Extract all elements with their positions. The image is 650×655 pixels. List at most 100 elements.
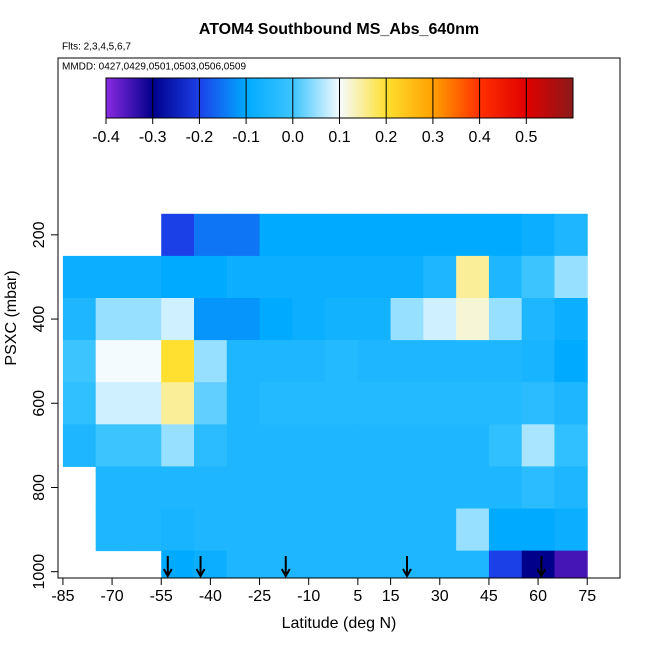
heat-cell [554,382,588,425]
heat-cell [521,508,555,552]
heat-cell [62,298,97,341]
x-tick-label: -10 [297,588,320,605]
y-tick-label: 600 [31,390,48,417]
heat-cell [95,340,129,383]
heat-cell [259,508,293,552]
heat-cell [456,255,490,299]
heat-cell [325,213,359,257]
heat-cell [292,424,326,467]
heat-cell [456,213,490,257]
plot-frame [57,57,621,579]
heat-cell [292,255,326,299]
heat-cell [193,298,228,341]
x-tick-label: -55 [150,588,173,605]
heat-cell [325,424,359,467]
heat-cell [226,382,261,425]
colorbar-segment [106,78,153,118]
heat-cell [521,255,555,299]
heat-cell [128,340,162,383]
heat-cell [390,255,424,299]
x-tick-label: 45 [480,588,498,605]
heat-cell [456,298,490,341]
heat-cell [423,508,457,552]
heat-cell [259,298,293,341]
heat-cell [390,340,424,383]
heat-cell [521,298,555,341]
heat-cell [554,508,588,552]
heat-cell [226,298,261,341]
heat-cell [226,340,261,383]
colorbar-segment [292,78,340,118]
heat-cell [488,424,523,467]
heat-cell [488,382,523,425]
colorbar-tick-label: -0.4 [92,129,120,146]
overlay: -0.4 -0.3 -0.2 -0.1 0.0 0.1 0.2 0.3 0.4 0.5 -85 -70… [31,57,621,605]
heat-cell [226,424,261,467]
chart-title: ATOM4 Southbound MS_Abs_640nm [199,21,479,38]
heat-cell [259,340,293,383]
subtitle: Flts: 2,3,4,5,6,7 [62,42,131,53]
heat-cell [357,213,392,257]
heat-cell [521,213,555,257]
heat-cell [128,466,162,510]
heat-cell [357,508,392,552]
heatmap [62,213,588,578]
heat-cell [357,298,392,341]
heat-cell [226,550,261,578]
heat-cell [325,340,359,383]
flight-arrow [402,556,412,579]
y-tick-label: 800 [31,474,48,501]
heat-cell [521,466,555,510]
heat-cell [456,340,490,383]
colorbar-tick-label: 0.3 [422,129,444,146]
heat-cell [193,424,228,467]
colorbar-segment [386,78,434,118]
heat-cell [226,508,261,552]
heat-cell [292,340,326,383]
heat-cell [357,255,392,299]
heat-cell [488,550,523,578]
heat-cell [259,466,293,510]
heat-cell [390,298,424,341]
heat-cell [390,213,424,257]
x-tick-label: -70 [101,588,124,605]
heat-cell [193,508,228,552]
colorbar-segment [339,78,387,118]
heat-cell [161,382,195,425]
heat-cell [161,255,195,299]
heat-cell [488,340,523,383]
colorbar-tick-label: 0.2 [375,129,397,146]
x-tick-label: -40 [199,588,222,605]
heat-cell [62,340,97,383]
heat-cell [161,424,195,467]
heat-cell [488,466,523,510]
colorbar-tick-label: 0.4 [468,129,490,146]
colorbar-segment [199,78,247,118]
heat-cell [325,382,359,425]
heat-cell [292,382,326,425]
heat-cell [554,255,588,299]
heat-cell [62,424,97,467]
heat-cell [292,466,326,510]
heat-cell [62,255,97,299]
heat-cell [456,466,490,510]
x-tick-label: 75 [578,588,596,605]
heat-cell [456,424,490,467]
heat-cell [390,382,424,425]
heat-cell [325,298,359,341]
heat-cell [161,466,195,510]
heat-cell [390,508,424,552]
heat-cell [325,550,359,578]
heat-cell [521,340,555,383]
heat-cell [423,298,457,341]
heat-cell [193,466,228,510]
heat-cell [128,382,162,425]
heat-cell [128,508,162,552]
heat-cell [325,466,359,510]
heat-cell [62,382,97,425]
heat-cell [95,508,129,552]
heat-cell [259,382,293,425]
x-tick-label: 15 [382,588,400,605]
colorbar-segment [246,78,294,118]
